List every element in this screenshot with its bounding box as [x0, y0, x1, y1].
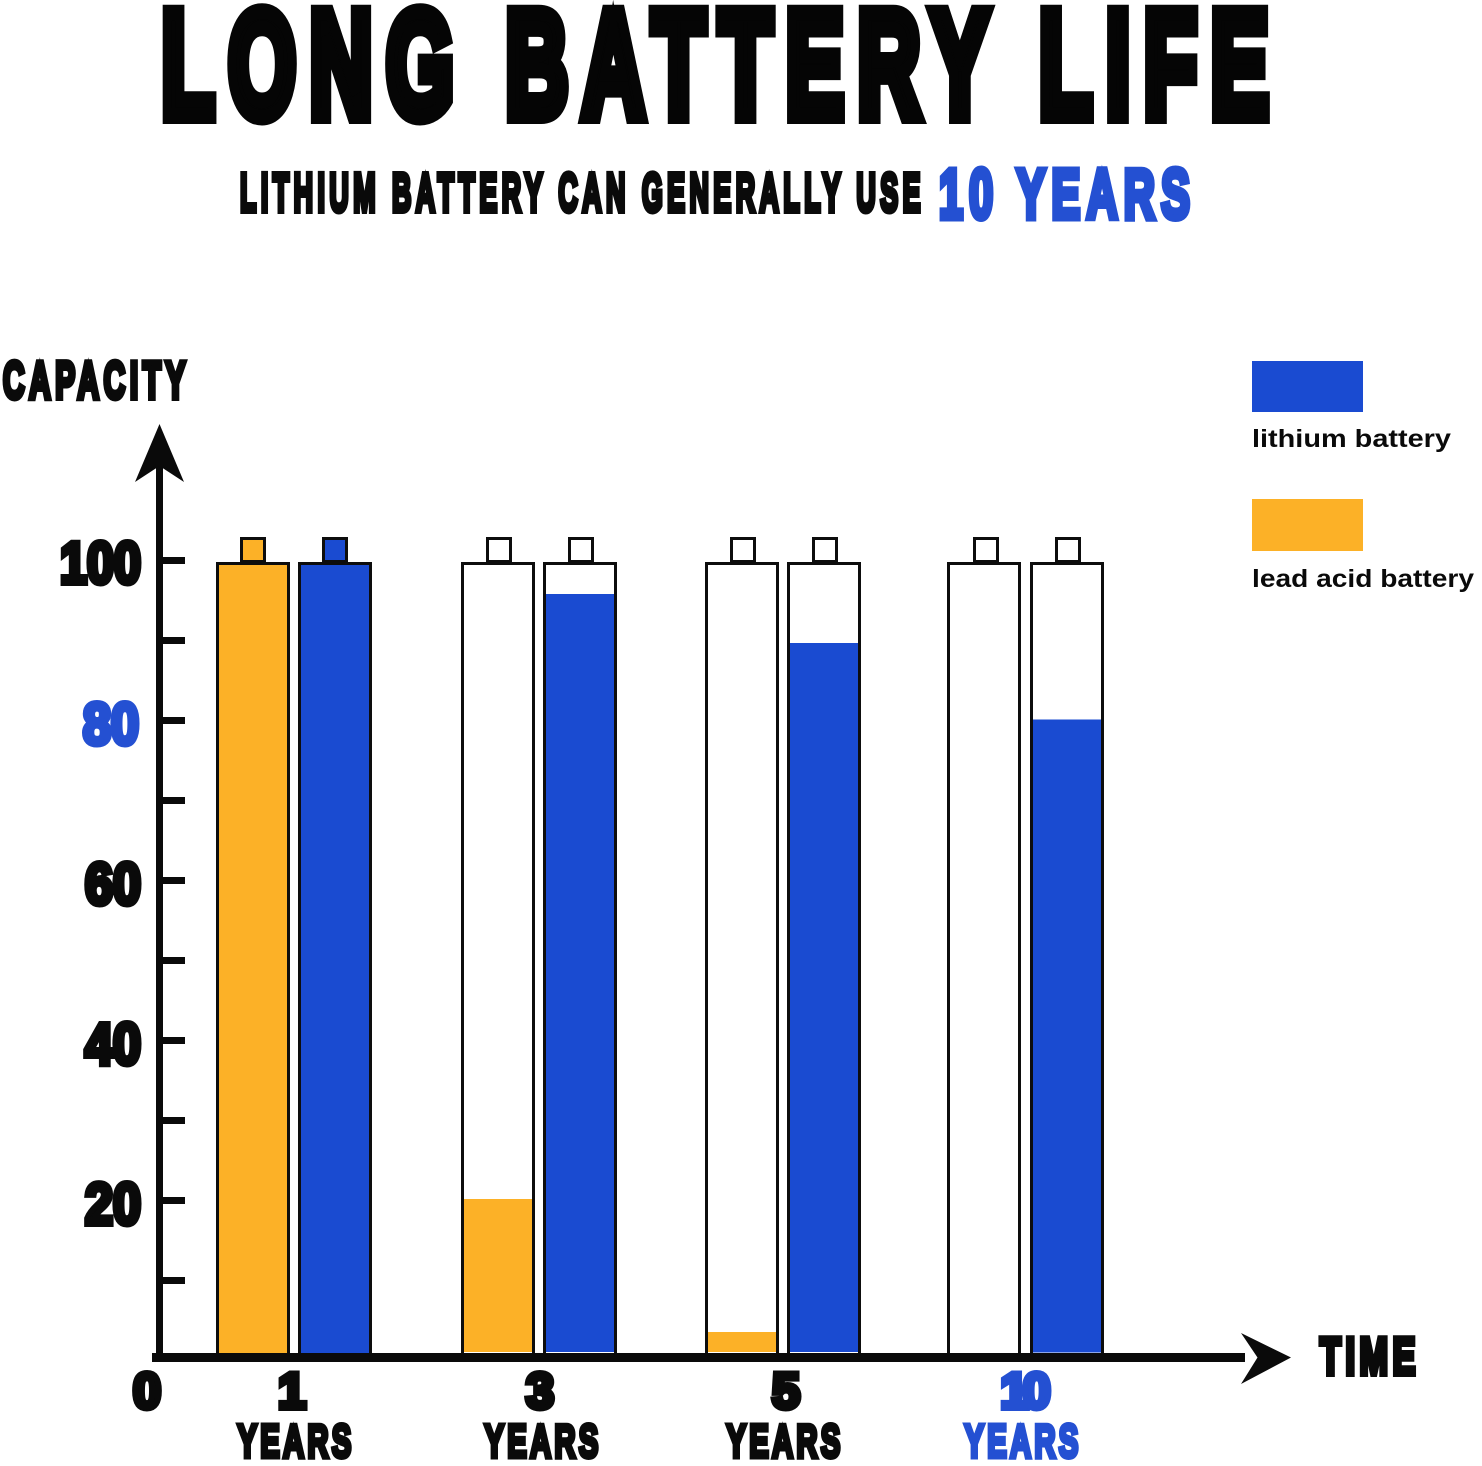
svg-text:LONG BATTERY LIFE: LONG BATTERY LIFE — [162, 0, 1283, 148]
svg-text:lead acid battery: lead acid battery — [1252, 565, 1474, 593]
svg-text:10: 10 — [1001, 1363, 1056, 1419]
svg-text:lithium battery: lithium battery — [1252, 425, 1451, 453]
svg-text:0: 0 — [133, 1363, 161, 1419]
svg-text:YEARS: YEARS — [727, 1415, 844, 1466]
svg-text:40: 40 — [85, 1012, 141, 1077]
svg-text:80: 80 — [83, 692, 139, 757]
svg-text:10 YEARS: 10 YEARS — [939, 155, 1196, 233]
svg-text:LITHIUM BATTERY CAN GENERALLY: LITHIUM BATTERY CAN GENERALLY USE — [240, 163, 925, 223]
svg-text:100: 100 — [60, 531, 141, 596]
svg-text:1: 1 — [278, 1363, 306, 1419]
svg-text:CAPACITY: CAPACITY — [3, 352, 190, 410]
svg-text:YEARS: YEARS — [965, 1415, 1082, 1466]
svg-text:5: 5 — [772, 1363, 800, 1419]
svg-text:60: 60 — [85, 852, 141, 917]
svg-text:YEARS: YEARS — [485, 1415, 602, 1466]
svg-text:YEARS: YEARS — [238, 1415, 355, 1466]
svg-text:TIME: TIME — [1320, 1328, 1420, 1386]
svg-text:3: 3 — [526, 1363, 554, 1419]
svg-text:20: 20 — [85, 1172, 141, 1237]
